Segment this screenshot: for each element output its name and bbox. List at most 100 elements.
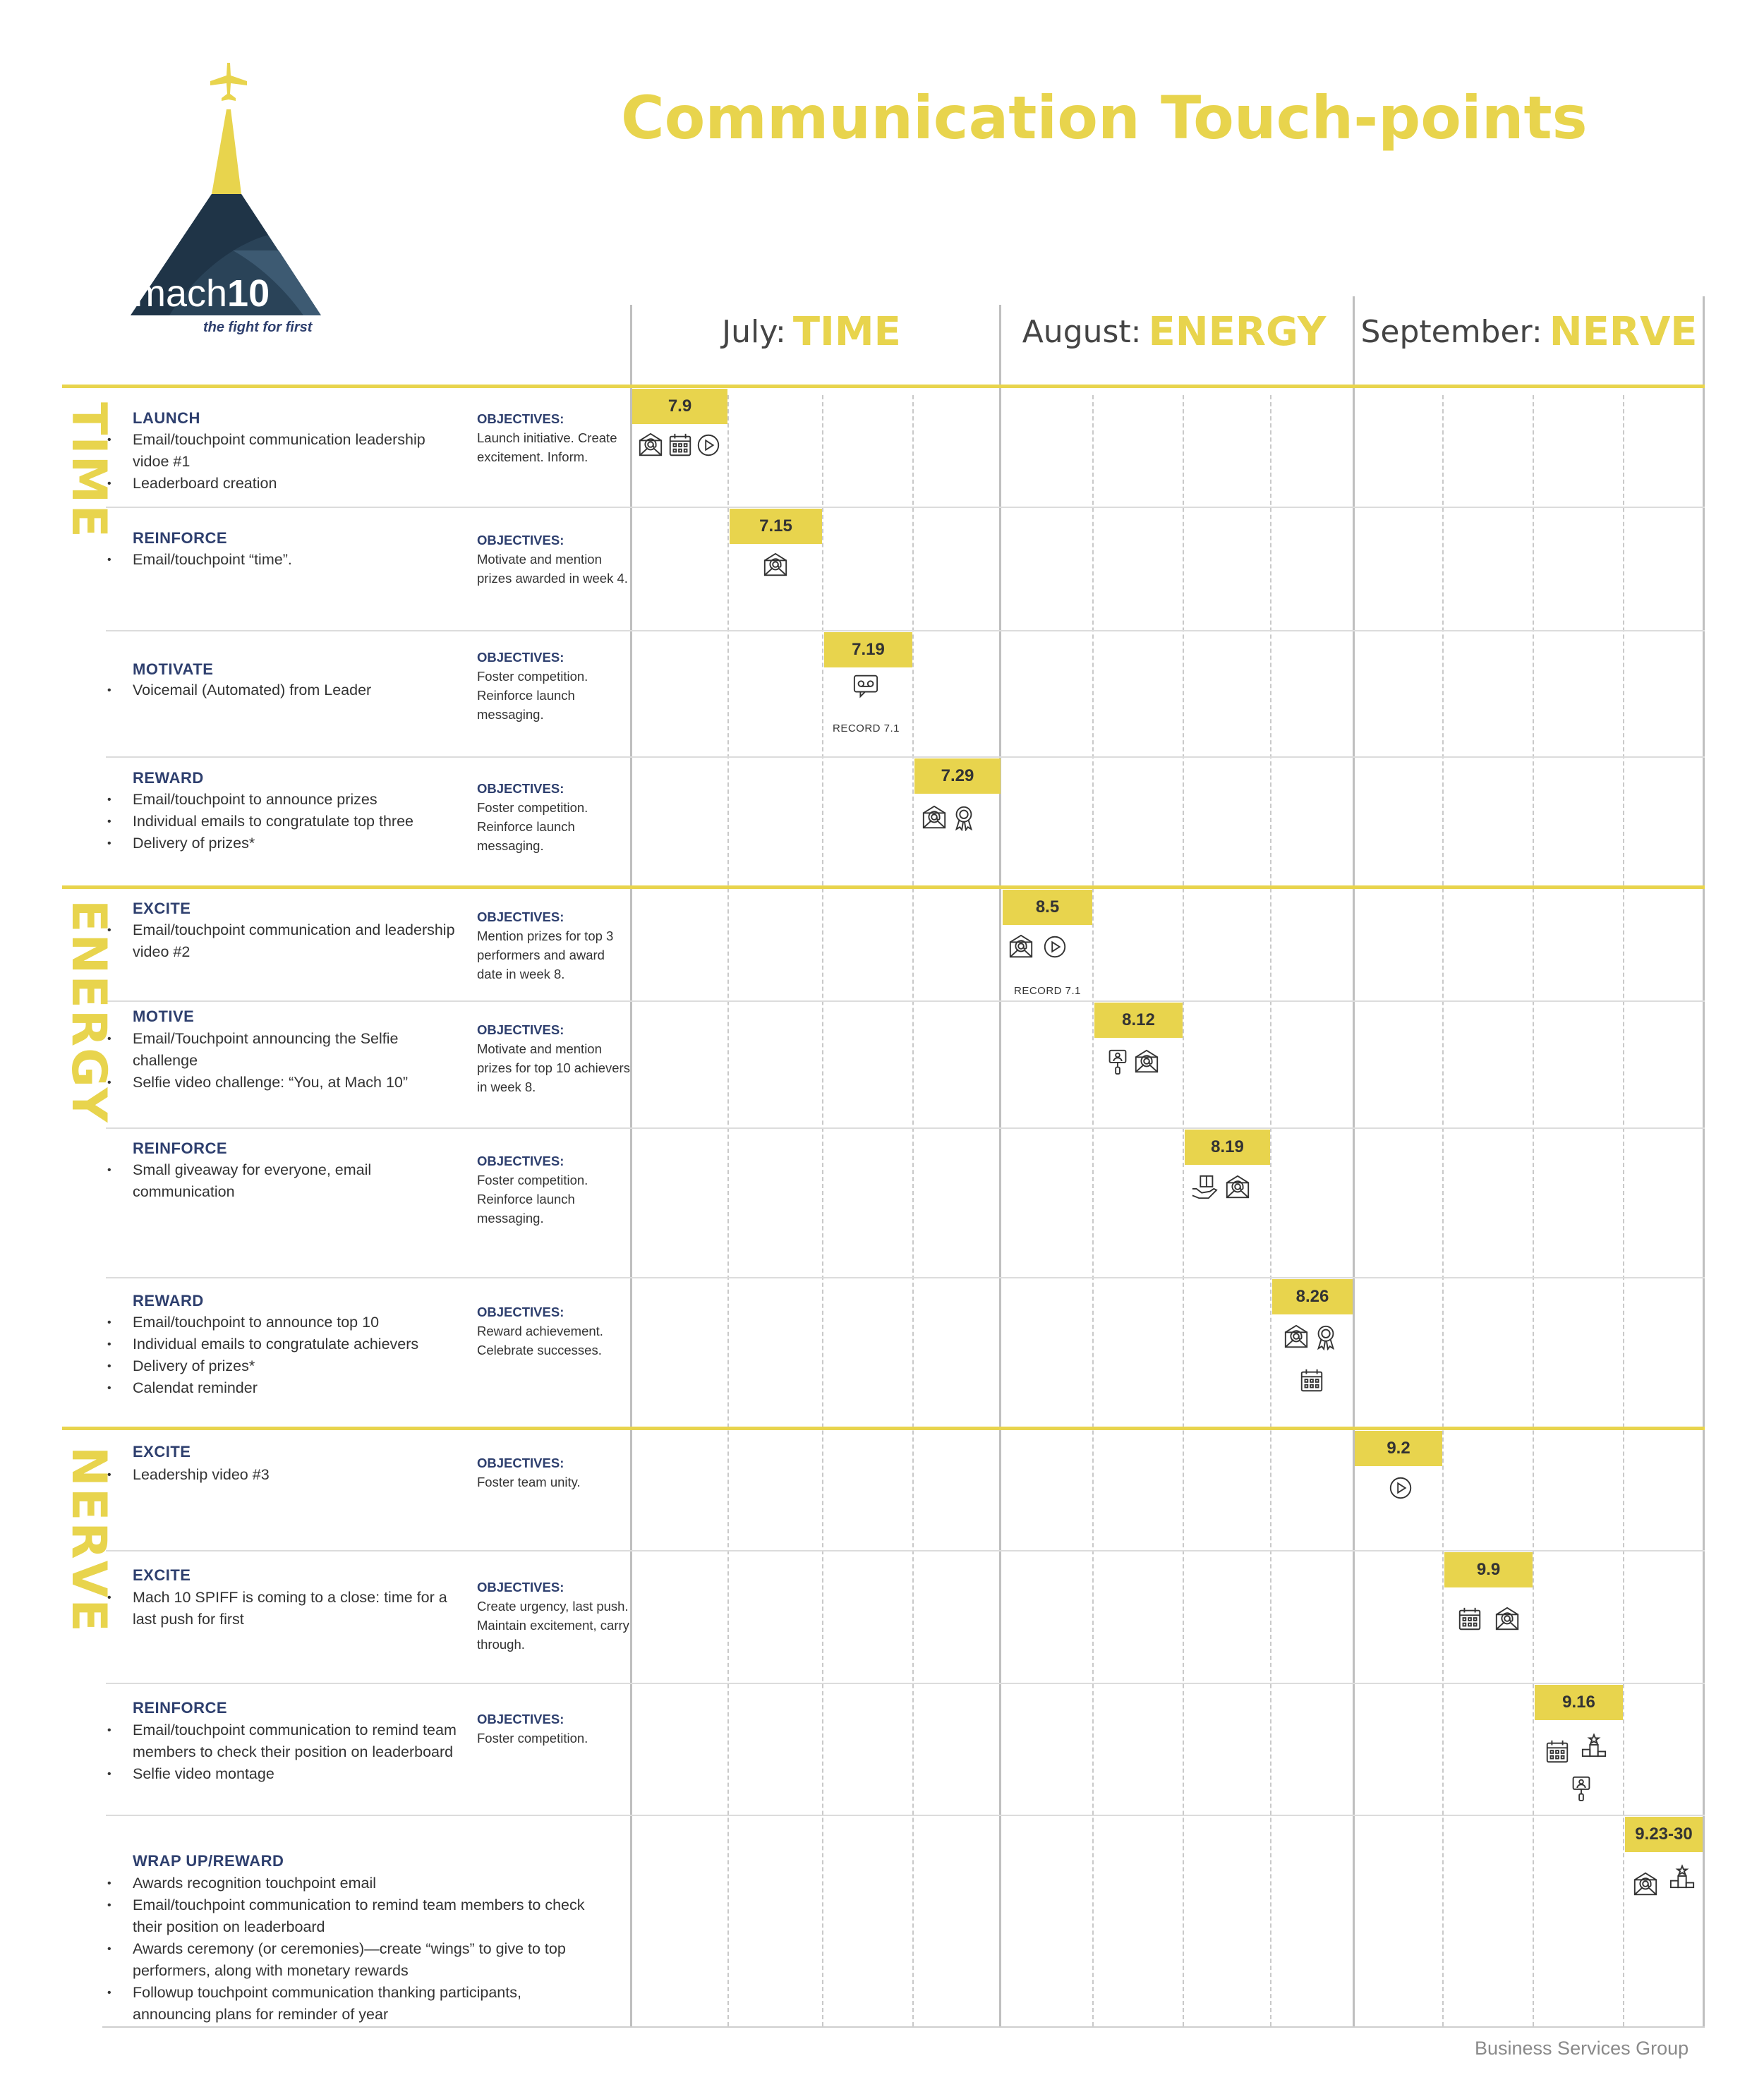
row-divider bbox=[106, 630, 1705, 631]
bullet-item: Selfie video challenge: “You, at Mach 10… bbox=[106, 1072, 459, 1094]
row-objectives: OBJECTIVES: Foster competition. Reinforce… bbox=[477, 648, 632, 724]
row-divider bbox=[102, 2026, 1705, 2028]
week-divider bbox=[1442, 395, 1444, 2026]
row-divider bbox=[106, 1277, 1705, 1278]
play-icon bbox=[695, 432, 722, 459]
row-objectives: OBJECTIVES: Foster competition. Reinforce… bbox=[477, 1151, 632, 1228]
objectives-text: Motivate and mention prizes awarded in w… bbox=[477, 552, 628, 586]
podium-icon bbox=[1581, 1731, 1607, 1758]
objectives-heading: OBJECTIVES: bbox=[477, 781, 564, 796]
row-objectives: OBJECTIVES: Create urgency, last push. Ma… bbox=[477, 1578, 632, 1654]
bullet-item: Voicemail (Automated) from Leader bbox=[106, 679, 459, 701]
date-marker: 9.2 bbox=[1355, 1431, 1442, 1466]
page-title: Communication Touch-points bbox=[621, 83, 1588, 152]
row-title: LAUNCH bbox=[133, 409, 200, 427]
month-header-july: July: TIME bbox=[628, 300, 995, 363]
week-divider bbox=[727, 395, 729, 2026]
month-header-september: September: NERVE bbox=[1353, 300, 1705, 363]
email-icon bbox=[1133, 1048, 1160, 1075]
objectives-text: Foster team unity. bbox=[477, 1475, 581, 1489]
bullet-item: Delivery of prizes* bbox=[106, 833, 459, 854]
row-bullets: Email/Touchpoint announcing the Selfie c… bbox=[106, 1028, 459, 1094]
objectives-text: Foster competition. Reinforce launch mes… bbox=[477, 1173, 588, 1226]
row-divider bbox=[106, 1683, 1705, 1684]
row-objectives: OBJECTIVES: Motivate and mention prizes f… bbox=[477, 1020, 632, 1096]
row-objectives: OBJECTIVES: Launch initiative. Create exc… bbox=[477, 409, 632, 466]
bullet-item: Delivery of prizes* bbox=[106, 1355, 459, 1377]
email-icon bbox=[1632, 1871, 1659, 1898]
objectives-text: Motivate and mention prizes for top 10 a… bbox=[477, 1041, 630, 1094]
row-bullets: Email/touchpoint to announce top 10Indiv… bbox=[106, 1312, 459, 1399]
row-objectives: OBJECTIVES: Reward achievement. Celebrate… bbox=[477, 1302, 632, 1360]
date-marker: 7.9 bbox=[632, 389, 727, 424]
objectives-heading: OBJECTIVES: bbox=[477, 1154, 564, 1168]
bullet-item: Email/touchpoint communication and leade… bbox=[106, 919, 459, 963]
week-divider bbox=[1183, 395, 1184, 2026]
email-icon bbox=[1008, 933, 1034, 960]
month-name: August: bbox=[1022, 313, 1142, 350]
voicemail-icon bbox=[852, 672, 879, 698]
objectives-heading: OBJECTIVES: bbox=[477, 411, 564, 426]
row-title: MOTIVATE bbox=[133, 660, 214, 678]
section-divider bbox=[62, 385, 1705, 388]
objectives-text: Foster competition. bbox=[477, 1731, 588, 1746]
objectives-text: Reward achievement. Celebrate successes. bbox=[477, 1324, 603, 1357]
row-title: EXCITE bbox=[133, 1566, 191, 1584]
row-bullets: Email/touchpoint communication to remind… bbox=[106, 1719, 459, 1785]
date-marker: 7.29 bbox=[914, 758, 1001, 794]
week-divider bbox=[1623, 395, 1624, 2026]
week-divider bbox=[822, 395, 823, 2026]
date-marker: 7.15 bbox=[730, 509, 822, 544]
row-objectives: OBJECTIVES: Foster competition. Reinforce… bbox=[477, 779, 632, 855]
objectives-text: Mention prizes for top 3 performers and … bbox=[477, 928, 614, 981]
row-title: EXCITE bbox=[133, 1443, 191, 1460]
play-icon bbox=[1041, 933, 1068, 960]
objectives-heading: OBJECTIVES: bbox=[477, 1580, 564, 1595]
objectives-heading: OBJECTIVES: bbox=[477, 533, 564, 548]
objectives-text: Foster competition. Reinforce launch mes… bbox=[477, 800, 588, 853]
objectives-heading: OBJECTIVES: bbox=[477, 650, 564, 665]
row-objectives: OBJECTIVES: Foster team unity. bbox=[477, 1453, 632, 1492]
month-divider bbox=[630, 305, 632, 2026]
calendar-icon bbox=[667, 432, 694, 459]
row-objectives: OBJECTIVES: Motivate and mention prizes a… bbox=[477, 531, 632, 588]
row-divider bbox=[106, 507, 1705, 508]
row-bullets: Leadership video #3 bbox=[106, 1464, 459, 1486]
week-divider bbox=[1270, 395, 1271, 2026]
row-bullets: Email/touchpoint to announce prizesIndiv… bbox=[106, 789, 459, 854]
bullet-item: Email/touchpoint communication to remind… bbox=[106, 1894, 600, 1938]
month-divider bbox=[1703, 296, 1705, 2026]
calendar-icon bbox=[1544, 1738, 1571, 1765]
record-note: RECORD 7.1 bbox=[1014, 985, 1082, 997]
objectives-heading: OBJECTIVES: bbox=[477, 909, 564, 924]
award-ribbon-icon bbox=[950, 804, 977, 831]
row-objectives: OBJECTIVES: Foster competition. bbox=[477, 1710, 632, 1748]
email-icon bbox=[762, 552, 789, 579]
bullet-item: Email/touchpoint communication leadershi… bbox=[106, 429, 459, 473]
logo-text: mach bbox=[134, 272, 228, 315]
calendar-icon bbox=[1298, 1367, 1325, 1394]
row-bullets: Voicemail (Automated) from Leader bbox=[106, 679, 459, 701]
row-bullets: Awards recognition touchpoint emailEmail… bbox=[106, 1873, 600, 2026]
bullet-item: Mach 10 SPIFF is coming to a close: time… bbox=[106, 1587, 459, 1631]
week-divider bbox=[912, 395, 914, 2026]
week-divider bbox=[1092, 395, 1094, 2026]
selfie-stick-icon bbox=[1568, 1775, 1595, 1802]
month-name: September: bbox=[1360, 313, 1542, 350]
bullet-item: Awards recognition touchpoint email bbox=[106, 1873, 600, 1894]
month-divider bbox=[999, 305, 1001, 2026]
row-bullets: Small giveaway for everyone, email commu… bbox=[106, 1159, 459, 1203]
date-marker: 9.9 bbox=[1444, 1552, 1533, 1587]
month-theme: ENERGY bbox=[1148, 308, 1327, 355]
row-bullets: Email/touchpoint communication leadershi… bbox=[106, 429, 459, 495]
play-icon bbox=[1387, 1475, 1414, 1501]
date-marker: 9.23-30 bbox=[1625, 1817, 1703, 1852]
month-theme: TIME bbox=[792, 308, 901, 355]
gift-hand-icon bbox=[1191, 1174, 1218, 1201]
email-icon bbox=[637, 432, 664, 459]
objectives-heading: OBJECTIVES: bbox=[477, 1712, 564, 1726]
date-marker: 8.26 bbox=[1272, 1279, 1353, 1314]
email-icon bbox=[1283, 1324, 1310, 1350]
row-bullets: Email/touchpoint “time”. bbox=[106, 549, 459, 571]
email-icon bbox=[1494, 1606, 1521, 1633]
